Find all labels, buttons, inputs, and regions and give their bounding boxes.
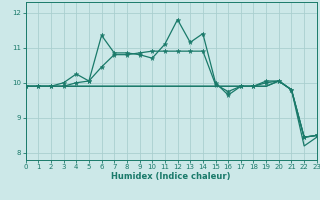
X-axis label: Humidex (Indice chaleur): Humidex (Indice chaleur): [111, 172, 231, 181]
